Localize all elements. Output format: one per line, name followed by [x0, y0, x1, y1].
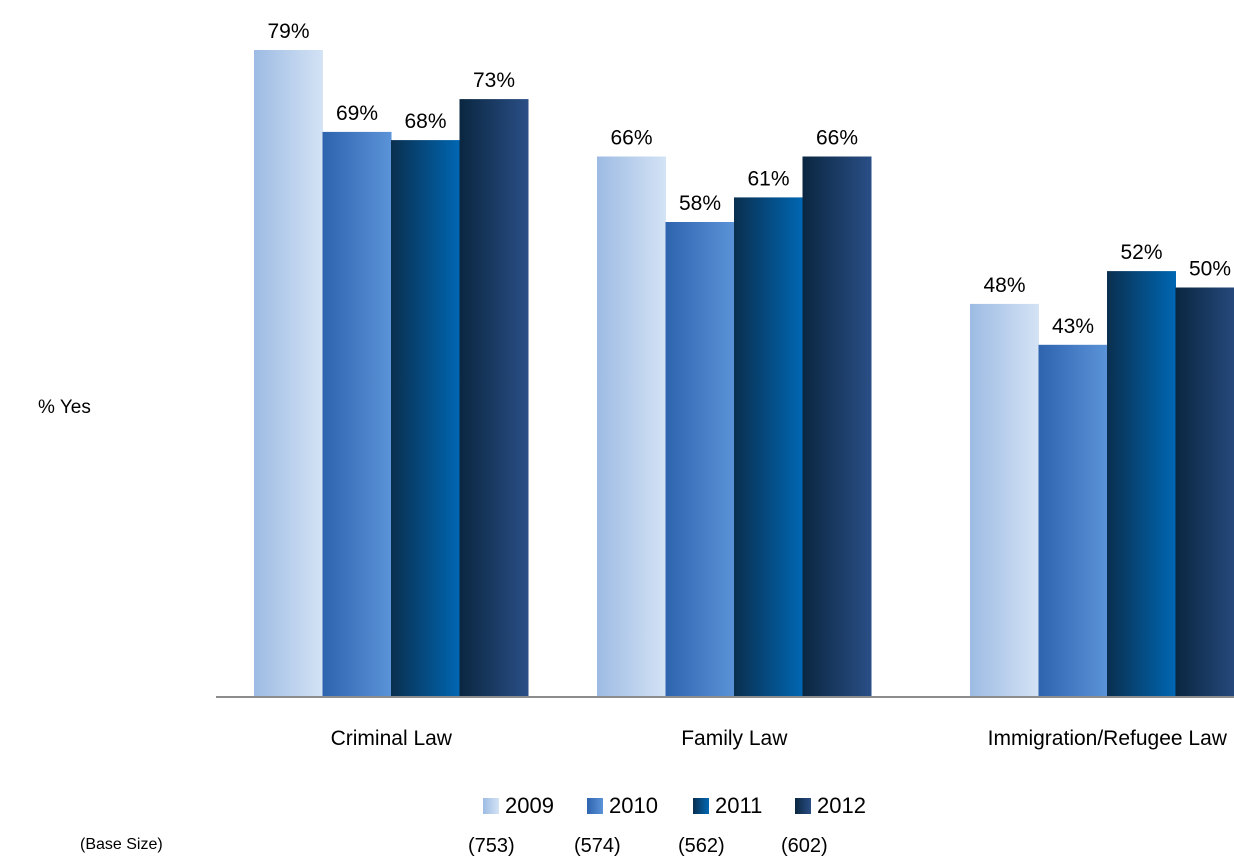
bar-2010-2: [1038, 344, 1108, 697]
legend-label-2009: 2009: [505, 793, 554, 818]
data-label-2012-1: 66%: [816, 127, 858, 150]
legend-label-2011: 2011: [715, 793, 763, 818]
base-size-label: (Base Size): [80, 836, 163, 853]
legend-item-2012: 2012: [795, 793, 866, 819]
bar-2009-0: [254, 50, 323, 697]
bar-2009-1: [597, 156, 666, 697]
bar-2011-2: [1107, 271, 1176, 697]
bar-2009-2: [970, 303, 1039, 697]
bar-2010-1: [665, 222, 735, 697]
data-label-2011-0: 68%: [404, 110, 446, 133]
legend-swatch-2011: [693, 798, 709, 814]
data-label-2012-0: 73%: [473, 69, 515, 92]
data-label-2009-0: 79%: [267, 20, 309, 43]
bars-group: [254, 50, 1234, 698]
bar-2011-0: [391, 140, 460, 698]
data-label-2010-2: 43%: [1052, 315, 1094, 338]
category-label-2: Immigration/Refugee Law: [988, 727, 1228, 750]
data-label-2011-2: 52%: [1120, 241, 1162, 264]
bar-2012-1: [802, 156, 872, 697]
legend-swatch-2012: [795, 798, 811, 814]
value-labels-group: 79% 69% 68% 73% 66% 58% 61% 66% 48% 43% 52% 50%: [267, 20, 1231, 338]
legend-label-2010: 2010: [609, 793, 658, 818]
legend-item-2009: 2009: [483, 793, 554, 819]
data-label-2009-2: 48%: [983, 274, 1025, 297]
base-size-2010: (574): [574, 835, 621, 857]
data-label-2010-1: 58%: [679, 192, 721, 215]
legend-label-2012: 2012: [817, 793, 866, 818]
bar-2011-1: [734, 197, 803, 697]
data-label-2009-1: 66%: [610, 127, 652, 150]
bar-2012-2: [1175, 287, 1234, 697]
base-size-2012: (602): [781, 835, 828, 857]
bar-chart: 79% 69% 68% 73% 66% 58% 61% 66% 48% 43% 52% 50% Cri…: [216, 20, 1234, 750]
data-label-2011-1: 61%: [747, 167, 789, 190]
category-label-0: Criminal Law: [331, 727, 453, 750]
category-labels-group: Criminal Law Family Law Immigration/Refuge…: [331, 727, 1228, 750]
legend-item-2010: 2010: [587, 793, 658, 819]
bar-2012-0: [459, 99, 529, 698]
legend-swatch-2010: [587, 798, 603, 814]
data-label-2012-2: 50%: [1189, 258, 1231, 281]
category-label-1: Family Law: [681, 727, 788, 750]
legend-swatch-2009: [483, 798, 499, 814]
legend-item-2011: 2011: [693, 793, 762, 819]
bar-2010-0: [322, 131, 392, 697]
data-label-2010-0: 69%: [336, 102, 378, 125]
y-axis-label: % Yes: [38, 397, 91, 418]
base-size-2009: (753): [468, 835, 515, 857]
base-size-2011: (562): [678, 835, 725, 857]
